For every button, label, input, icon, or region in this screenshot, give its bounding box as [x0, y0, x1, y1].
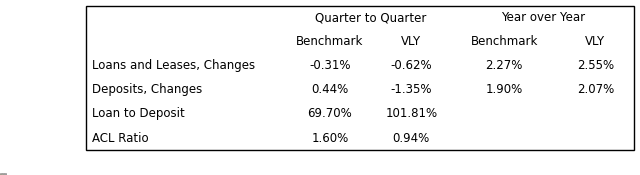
Bar: [3, 174, 4, 175]
Bar: [4, 173, 6, 174]
Bar: [3, 173, 4, 174]
Text: VLY: VLY: [585, 35, 605, 48]
Text: Quarter to Quarter: Quarter to Quarter: [315, 11, 426, 24]
Text: Loans and Leases, Changes: Loans and Leases, Changes: [92, 59, 255, 72]
Text: Benchmark: Benchmark: [470, 35, 538, 48]
Bar: [0, 174, 3, 175]
Bar: [0, 173, 3, 174]
Text: 2.55%: 2.55%: [577, 59, 614, 72]
Text: 101.81%: 101.81%: [385, 107, 437, 120]
Text: 2.27%: 2.27%: [486, 59, 523, 72]
Text: 0.44%: 0.44%: [311, 83, 349, 96]
Text: 1.60%: 1.60%: [311, 132, 349, 145]
Text: 69.70%: 69.70%: [307, 107, 352, 120]
Text: ACL Ratio: ACL Ratio: [92, 132, 148, 145]
Text: 1.90%: 1.90%: [486, 83, 523, 96]
Bar: [4, 174, 6, 175]
Text: -0.62%: -0.62%: [390, 59, 432, 72]
Text: 0.94%: 0.94%: [393, 132, 430, 145]
Text: -0.31%: -0.31%: [309, 59, 351, 72]
Text: -1.35%: -1.35%: [390, 83, 432, 96]
Text: Loan to Deposit: Loan to Deposit: [92, 107, 184, 120]
Text: Benchmark: Benchmark: [296, 35, 364, 48]
Text: VLY: VLY: [401, 35, 421, 48]
Text: 2.07%: 2.07%: [577, 83, 614, 96]
Text: Deposits, Changes: Deposits, Changes: [92, 83, 202, 96]
Text: Year over Year: Year over Year: [501, 11, 585, 24]
